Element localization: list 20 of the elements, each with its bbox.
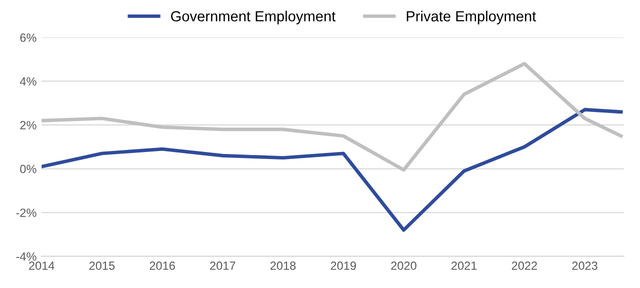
x-tick-label: 2014 bbox=[29, 261, 54, 270]
x-tick-label: 2016 bbox=[150, 261, 175, 270]
y-tick-label: 0% bbox=[20, 164, 36, 174]
y-tick-label: -4% bbox=[16, 252, 36, 261]
line-series bbox=[42, 108, 623, 232]
legend-label: Government Employment bbox=[171, 10, 336, 24]
line-series bbox=[42, 62, 623, 172]
y-tick-label: -2% bbox=[16, 208, 36, 217]
x-tick-label: 2015 bbox=[89, 261, 115, 270]
y-tick-label: 2% bbox=[20, 121, 36, 130]
x-tick-label: 2018 bbox=[270, 261, 296, 270]
x-tick-label: 2022 bbox=[512, 261, 537, 270]
y-tick-label: 4% bbox=[20, 77, 36, 86]
x-tick-label: 2023 bbox=[572, 261, 598, 270]
y-tick-label: 6% bbox=[20, 33, 36, 42]
legend-label: Private Employment bbox=[406, 10, 536, 24]
x-tick-label: 2020 bbox=[391, 261, 416, 270]
x-tick-label: 2017 bbox=[210, 261, 236, 270]
x-tick-label: 2021 bbox=[452, 261, 477, 270]
x-tick-label: 2019 bbox=[330, 261, 356, 270]
